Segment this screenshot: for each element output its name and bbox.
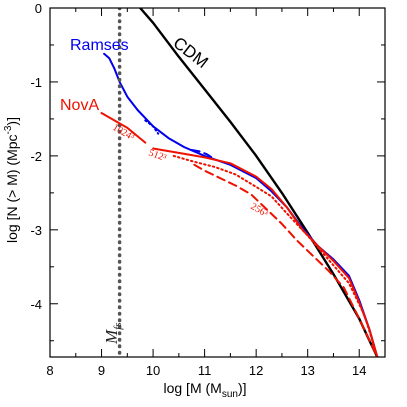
y-axis-label: log [N (> M) (Mpc-3)] <box>3 117 20 243</box>
x-tick-label: 10 <box>146 363 160 378</box>
x-axis-label: log [M (Msun)] <box>163 380 246 400</box>
series-nova-256 <box>193 163 379 357</box>
label-ramses: Ramses <box>70 37 129 54</box>
series-ramses-lowres <box>144 119 160 135</box>
label-nova: NovA <box>60 97 99 114</box>
y-tick-label: 0 <box>35 1 42 16</box>
series-nova-512 <box>172 154 379 357</box>
x-tick-label: 9 <box>98 363 105 378</box>
label-mfs-subscript: fs <box>112 322 124 329</box>
x-tick-label: 12 <box>249 363 263 378</box>
series-nova-1024 <box>152 147 379 357</box>
label-mfs: Mfs <box>102 322 124 345</box>
plot-border <box>49 7 386 358</box>
tick-labels: 8 9 10 11 12 13 14 0 -1 -2 -3 -4 <box>30 1 366 378</box>
y-tick-label: -1 <box>30 75 42 90</box>
series-layer <box>100 8 379 357</box>
label-cdm: CDM <box>170 33 212 72</box>
label-res-256: 256³ <box>249 201 270 220</box>
x-tick-label: 14 <box>352 363 366 378</box>
x-axis-label-subscript: sun <box>222 389 238 400</box>
x-tick-label: 13 <box>300 363 314 378</box>
y-tick-label: -2 <box>30 149 42 164</box>
tick-marks <box>49 7 386 357</box>
series-ramses <box>103 52 379 357</box>
y-tick-label: -3 <box>30 223 42 238</box>
series-nova-low-mass <box>100 112 147 144</box>
series-ramses-dashed <box>190 149 216 161</box>
y-axis-label-superscript: -3 <box>3 125 14 134</box>
y-tick-label: -4 <box>30 297 42 312</box>
x-tick-label: 8 <box>46 363 53 378</box>
label-res-1024: 1024³ <box>111 122 136 143</box>
x-tick-label: 11 <box>198 363 212 378</box>
series-cdm <box>138 8 379 357</box>
axes-frame <box>49 7 386 358</box>
